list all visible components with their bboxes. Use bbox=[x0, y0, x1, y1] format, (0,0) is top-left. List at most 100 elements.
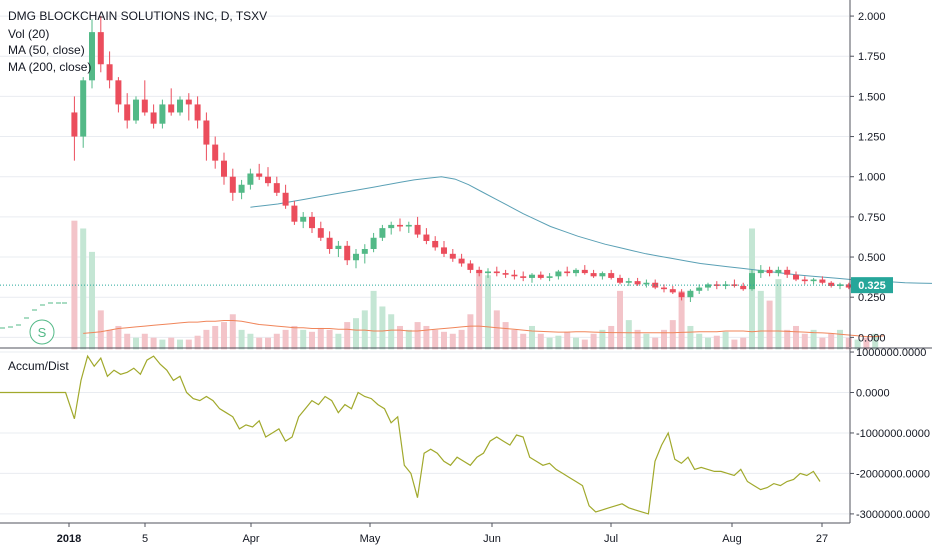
candle-body[interactable] bbox=[353, 253, 359, 261]
candle-body[interactable] bbox=[221, 160, 227, 177]
candle-body[interactable] bbox=[71, 112, 78, 137]
candle-body[interactable] bbox=[326, 237, 333, 250]
candle-body[interactable] bbox=[414, 224, 421, 235]
candle-body[interactable] bbox=[80, 80, 87, 137]
candle-body[interactable] bbox=[238, 184, 245, 193]
candle-body[interactable] bbox=[150, 112, 157, 124]
candle-body[interactable] bbox=[203, 120, 210, 145]
candle-body[interactable] bbox=[344, 245, 351, 261]
candle-body[interactable] bbox=[185, 99, 192, 105]
candle-body[interactable] bbox=[643, 282, 650, 285]
candle-body[interactable] bbox=[634, 281, 641, 285]
candle-body[interactable] bbox=[564, 271, 571, 274]
candle-body[interactable] bbox=[590, 273, 597, 277]
candle-body[interactable] bbox=[449, 253, 456, 259]
candle-body[interactable] bbox=[141, 99, 148, 113]
candle-body[interactable] bbox=[555, 271, 562, 277]
sub-chart-title[interactable]: Accum/Dist bbox=[8, 359, 69, 373]
candle-body[interactable] bbox=[168, 104, 175, 113]
candle-body[interactable] bbox=[432, 240, 439, 248]
candle-body[interactable] bbox=[511, 274, 518, 277]
candle-body[interactable] bbox=[573, 269, 579, 274]
indicator-ma200[interactable]: MA (200, close) bbox=[8, 60, 91, 74]
candle-body[interactable] bbox=[247, 173, 254, 185]
candle-body[interactable] bbox=[159, 104, 166, 124]
candle-body[interactable] bbox=[89, 32, 95, 81]
candle-body[interactable] bbox=[678, 292, 685, 298]
candle-body[interactable] bbox=[291, 205, 298, 222]
candle-body[interactable] bbox=[581, 269, 588, 274]
volume-bar bbox=[291, 325, 298, 350]
candle-body[interactable] bbox=[625, 281, 632, 283]
candle-body[interactable] bbox=[485, 271, 491, 274]
candle-body[interactable] bbox=[458, 258, 465, 264]
candle-body[interactable] bbox=[300, 216, 307, 222]
candle-body[interactable] bbox=[722, 284, 729, 286]
candle-body[interactable] bbox=[828, 282, 835, 286]
candle-body[interactable] bbox=[546, 276, 553, 278]
candle-body[interactable] bbox=[845, 284, 852, 288]
candle-body[interactable] bbox=[537, 274, 544, 278]
candle-body[interactable] bbox=[265, 176, 271, 184]
candle-body[interactable] bbox=[687, 290, 694, 298]
candle-body[interactable] bbox=[388, 224, 395, 229]
candle-body[interactable] bbox=[317, 228, 324, 238]
candle-body[interactable] bbox=[810, 279, 817, 282]
candle-body[interactable] bbox=[608, 273, 615, 278]
candle-body[interactable] bbox=[740, 285, 747, 290]
candle-body[interactable] bbox=[599, 273, 606, 277]
candle-body[interactable] bbox=[467, 263, 474, 270]
candle-body[interactable] bbox=[106, 64, 113, 81]
candle-body[interactable] bbox=[361, 249, 368, 254]
candle-body[interactable] bbox=[793, 274, 799, 280]
indicator-ma50[interactable]: MA (50, close) bbox=[8, 43, 85, 57]
time-axis[interactable]: 2018 5 Apr May Jun Jul Aug 27 bbox=[57, 523, 828, 545]
candle-body[interactable] bbox=[784, 269, 791, 275]
volume-bar bbox=[388, 314, 395, 350]
candle-body[interactable] bbox=[229, 176, 236, 193]
candle-body[interactable] bbox=[124, 104, 131, 121]
candle-body[interactable] bbox=[405, 224, 412, 227]
candle-body[interactable] bbox=[502, 273, 509, 275]
candle-body[interactable] bbox=[757, 269, 764, 274]
candle-body[interactable] bbox=[423, 234, 430, 241]
candle-body[interactable] bbox=[749, 273, 755, 290]
main-price-axis[interactable]: 2.000 1.750 1.500 1.250 1.000 0.750 0.500 0.250… bbox=[850, 11, 886, 344]
candle-body[interactable] bbox=[493, 271, 500, 274]
candle-body[interactable] bbox=[309, 216, 315, 229]
sub-value-axis[interactable]: 1000000.0000 0.0000 -1000000.0000 -2000000.… bbox=[850, 347, 930, 521]
candle-body[interactable] bbox=[529, 274, 535, 278]
candle-body[interactable] bbox=[775, 269, 782, 274]
candle-body[interactable] bbox=[212, 144, 219, 161]
candle-body[interactable] bbox=[177, 99, 183, 113]
candle-body[interactable] bbox=[669, 289, 676, 293]
candle-body[interactable] bbox=[801, 279, 808, 282]
candle-body[interactable] bbox=[652, 282, 659, 288]
candle-body[interactable] bbox=[97, 32, 104, 65]
candle-body[interactable] bbox=[476, 269, 483, 274]
candle-body[interactable] bbox=[273, 183, 280, 193]
candle-body[interactable] bbox=[661, 287, 667, 290]
candle-body[interactable] bbox=[282, 192, 289, 206]
candle-body[interactable] bbox=[713, 284, 720, 286]
candle-body[interactable] bbox=[441, 247, 447, 254]
candle-body[interactable] bbox=[115, 80, 122, 105]
candlesticks[interactable] bbox=[71, 16, 879, 303]
candle-body[interactable] bbox=[379, 228, 386, 238]
volume-bar bbox=[652, 337, 659, 350]
candle-body[interactable] bbox=[705, 284, 711, 288]
candle-body[interactable] bbox=[731, 284, 738, 286]
candle-body[interactable] bbox=[370, 237, 377, 250]
candle-body[interactable] bbox=[819, 279, 826, 283]
candle-body[interactable] bbox=[766, 269, 773, 274]
candle-body[interactable] bbox=[617, 277, 623, 283]
candle-body[interactable] bbox=[256, 173, 263, 177]
candle-body[interactable] bbox=[133, 99, 139, 121]
candle-body[interactable] bbox=[335, 245, 342, 250]
candle-body[interactable] bbox=[194, 104, 201, 121]
candle-body[interactable] bbox=[696, 287, 703, 291]
candle-body[interactable] bbox=[397, 224, 403, 227]
indicator-volume[interactable]: Vol (20) bbox=[8, 27, 49, 41]
candle-body[interactable] bbox=[520, 276, 527, 278]
